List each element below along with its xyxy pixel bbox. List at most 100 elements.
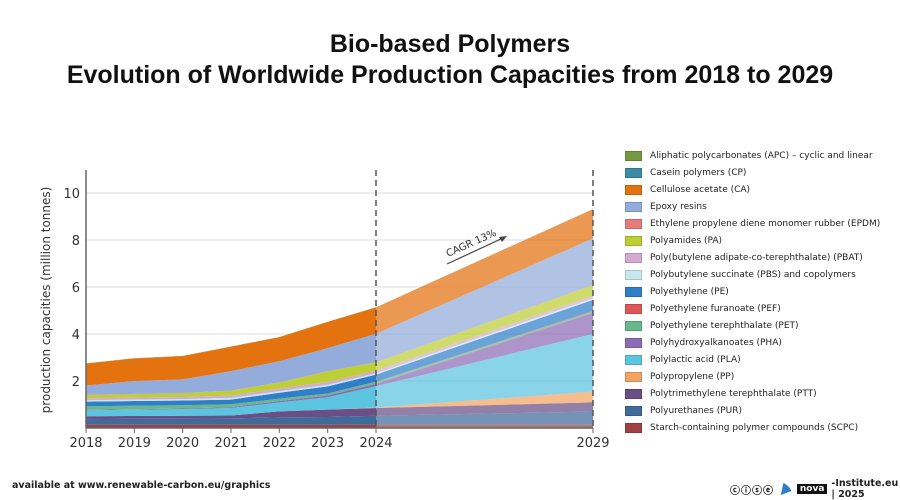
- legend-item: Starch-containing polymer compounds (SCP…: [625, 419, 880, 436]
- legend-swatch: [625, 184, 642, 195]
- area-forecast-5: [376, 312, 593, 387]
- legend-item: Ethylene propylene diene monomer rubber …: [625, 215, 880, 232]
- x-tick-label: 2020: [166, 436, 199, 451]
- area-historical-10: [86, 370, 376, 401]
- legend-swatch: [625, 354, 642, 365]
- area-forecast-11: [376, 285, 593, 371]
- legend-item: Casein polymers (CP): [625, 164, 880, 181]
- y-tick-label: 8: [72, 234, 80, 249]
- legend-swatch: [625, 167, 642, 178]
- area-forecast-16: [376, 208, 593, 308]
- area-historical-6: [86, 381, 376, 410]
- brand-suffix: -Institute.eu | 2025: [831, 478, 899, 500]
- legend-swatch: [625, 405, 642, 416]
- nova-logo: nova: [796, 484, 828, 494]
- title-line-2: Evolution of Worldwide Production Capaci…: [66, 61, 834, 89]
- legend-label: Aliphatic polycarbonates (APC) – cyclic …: [650, 150, 873, 161]
- y-tick-label: 2: [72, 375, 80, 390]
- legend-swatch: [625, 286, 642, 297]
- legend-swatch: [625, 422, 642, 433]
- legend-item: Cellulose acetate (CA): [625, 181, 880, 198]
- x-tick-label: 2018: [69, 436, 102, 451]
- x-tick-label: 2019: [118, 436, 151, 451]
- area-forecast-0: [376, 424, 593, 428]
- legend-swatch: [625, 235, 642, 246]
- area-forecast-4: [376, 334, 593, 408]
- legend-label: Ethylene propylene diene monomer rubber …: [650, 218, 881, 229]
- area-forecast-1: [376, 411, 593, 425]
- y-tick-label: 4: [72, 328, 80, 343]
- area-forecast-3: [376, 391, 593, 409]
- legend-item: Polyhydroxyalkanoates (PHA): [625, 334, 880, 351]
- area-forecast-14: [376, 209, 593, 334]
- legend-label: Cellulose acetate (CA): [650, 184, 751, 195]
- legend-item: Polyurethanes (PUR): [625, 402, 880, 419]
- area-forecast-12: [376, 284, 593, 363]
- cagr-arrow: [446, 237, 504, 265]
- legend-item: Polylactic acid (PLA): [625, 351, 880, 368]
- legend-item: Polyethylene (PE): [625, 283, 880, 300]
- legend: Aliphatic polycarbonates (APC) – cyclic …: [625, 147, 880, 436]
- area-forecast-7: [376, 310, 593, 382]
- y-axis-label: production capacities (million tonnes): [39, 187, 53, 414]
- legend-swatch: [625, 201, 642, 212]
- area-historical-14: [86, 307, 376, 386]
- area-forecast-10: [376, 295, 593, 374]
- area-historical-9: [86, 373, 376, 402]
- area-historical-5: [86, 383, 376, 411]
- legend-swatch: [625, 303, 642, 314]
- legend-swatch: [625, 269, 642, 280]
- source-link[interactable]: available at www.renewable-carbon.eu/gra…: [12, 480, 271, 491]
- legend-label: Polypropylene (PP): [650, 371, 735, 382]
- legend-label: Polyhydroxyalkanoates (PHA): [650, 337, 782, 348]
- legend-label: Polylactic acid (PLA): [650, 354, 741, 365]
- area-forecast-6: [376, 311, 593, 384]
- cc-license-icon: ⓒⓘⓢⓔ: [730, 485, 774, 497]
- area-historical-2: [86, 408, 376, 420]
- area-historical-11: [86, 362, 376, 399]
- legend-label: Polyamides (PA): [650, 235, 723, 246]
- x-tick-label: 2021: [214, 436, 247, 451]
- nova-sail-icon: [780, 482, 792, 496]
- area-historical-8: [86, 374, 376, 407]
- legend-label: Epoxy resins: [650, 201, 707, 212]
- legend-item: Polyethylene furanoate (PEF): [625, 300, 880, 317]
- cagr-arrow-head: [499, 236, 507, 242]
- legend-swatch: [625, 320, 642, 331]
- legend-item: Polypropylene (PP): [625, 368, 880, 385]
- area-historical-0: [86, 424, 376, 428]
- x-tick-label: 2024: [359, 436, 392, 451]
- legend-item: Epoxy resins: [625, 198, 880, 215]
- x-tick-label: 2029: [576, 436, 609, 451]
- area-forecast-9: [376, 298, 593, 375]
- legend-swatch: [625, 337, 642, 348]
- y-tick-label: 10: [63, 187, 80, 202]
- area-forecast-8: [376, 299, 593, 382]
- legend-item: Polyethylene terephthalate (PET): [625, 317, 880, 334]
- legend-item: Poly(butylene adipate-co-terephthalate) …: [625, 249, 880, 266]
- legend-label: Polyethylene furanoate (PEF): [650, 303, 781, 314]
- legend-swatch: [625, 150, 642, 161]
- legend-label: Casein polymers (CP): [650, 167, 747, 178]
- y-tick-label: 6: [72, 281, 80, 296]
- area-historical-1: [86, 415, 376, 425]
- area-historical-4: [86, 386, 376, 417]
- area-forecast-13: [376, 238, 593, 363]
- legend-item: Polyamides (PA): [625, 232, 880, 249]
- title-line-1: Bio-based Polymers: [329, 30, 571, 58]
- footer-brand: ⓒⓘⓢⓔ nova -Institute.eu | 2025: [730, 478, 900, 500]
- legend-label: Starch-containing polymer compounds (SCP…: [650, 422, 859, 433]
- legend-item: Aliphatic polycarbonates (APC) – cyclic …: [625, 147, 880, 164]
- area-forecast-2: [376, 402, 593, 416]
- legend-label: Polyurethanes (PUR): [650, 405, 743, 416]
- legend-swatch: [625, 388, 642, 399]
- legend-label: Poly(butylene adipate-co-terephthalate) …: [650, 252, 863, 263]
- legend-swatch: [625, 371, 642, 382]
- area-historical-13: [86, 333, 376, 395]
- legend-swatch: [625, 252, 642, 263]
- x-tick-label: 2023: [311, 436, 344, 451]
- legend-label: Polytrimethylene terephthalate (PTT): [650, 388, 817, 399]
- legend-label: Polyethylene terephthalate (PET): [650, 320, 799, 331]
